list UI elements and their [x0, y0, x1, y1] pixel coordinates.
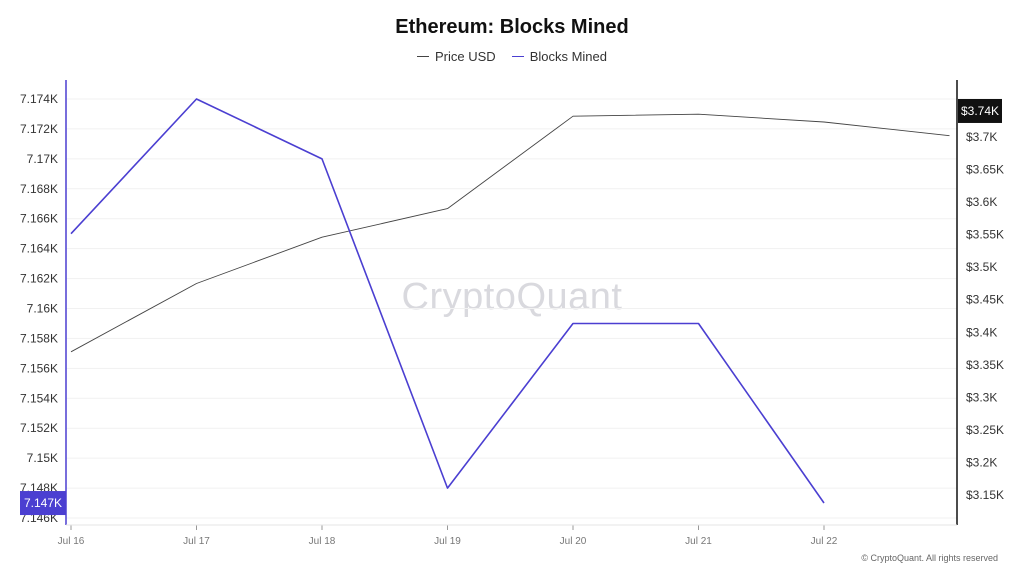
right-tick-label: $3.45K: [966, 293, 1004, 307]
left-tick-label: 7.154K: [20, 391, 58, 405]
left-current-badge-bg: [20, 491, 66, 516]
left-tick-label: 7.156K: [20, 361, 58, 375]
watermark: CryptoQuant: [401, 276, 623, 318]
left-tick-label: 7.174K: [20, 92, 58, 106]
left-tick-label: 7.16K: [27, 302, 58, 316]
left-tick-label: 7.158K: [20, 331, 58, 345]
left-tick-label: 7.162K: [20, 272, 58, 286]
right-tick-label: $3.65K: [966, 163, 1004, 177]
x-tick-label: Jul 18: [309, 536, 336, 547]
axes: [65, 80, 958, 530]
x-tick-label: Jul 17: [183, 536, 210, 547]
right-axis-tick-labels: $3.15K $3.2K $3.25K $3.3K $3.35K $3.4K $3.45K $…: [966, 130, 1004, 502]
legend-swatch-price: [417, 56, 429, 57]
right-current-badge-label: $3.74K: [961, 104, 999, 118]
right-tick-label: $3.6K: [966, 195, 997, 209]
right-tick-label: $3.7K: [966, 130, 997, 144]
right-tick-label: $3.4K: [966, 325, 997, 339]
series-line-price-usd: [70, 113, 950, 353]
right-current-badge-bg: [958, 98, 1002, 123]
left-tick-label: 7.166K: [20, 212, 58, 226]
x-tick-label: Jul 20: [560, 536, 587, 547]
legend-label-blocks: Blocks Mined: [529, 49, 607, 64]
legend-item-price[interactable]: Price USD: [417, 49, 496, 64]
chart-title: Ethereum: Blocks Mined: [395, 16, 629, 38]
right-tick-label: $3.55K: [966, 228, 1004, 242]
x-tick-label: Jul 21: [685, 536, 712, 547]
right-tick-label: $3.15K: [966, 488, 1004, 502]
left-tick-label: 7.15K: [27, 451, 58, 465]
right-tick-label: $3.25K: [966, 423, 1004, 437]
left-tick-label: 7.172K: [20, 122, 58, 136]
right-tick-label: $3.2K: [966, 455, 997, 469]
x-tick-label: Jul 22: [811, 536, 838, 547]
x-tick-label: Jul 19: [434, 536, 461, 547]
right-tick-label: $3.3K: [966, 390, 997, 404]
right-tick-label: $3.5K: [966, 260, 997, 274]
left-axis-tick-labels: 7.146K7.148K7.15K7.152K7.154K7.156K7.158…: [20, 92, 58, 525]
legend-swatch-blocks: [511, 56, 524, 57]
left-tick-label: 7.168K: [20, 182, 58, 196]
series-lines: [70, 98, 950, 504]
legend: Price USD Blocks Mined: [0, 49, 1024, 64]
copyright-notice: © CryptoQuant. All rights reserved: [861, 553, 998, 563]
current-value-badges: 7.147K $3.74K: [20, 98, 1002, 516]
right-tick-label: $3.35K: [966, 358, 1004, 372]
x-tick-label: Jul 16: [58, 536, 85, 547]
left-tick-label: 7.17K: [27, 152, 58, 166]
left-tick-label: 7.164K: [20, 242, 58, 256]
legend-item-blocks[interactable]: Blocks Mined: [511, 49, 607, 64]
legend-label-price: Price USD: [435, 49, 496, 64]
left-current-badge-label: 7.147K: [24, 496, 62, 510]
left-tick-label: 7.152K: [20, 421, 58, 435]
gridlines: [66, 98, 957, 519]
series-line-blocks-mined: [70, 98, 825, 504]
x-axis-tick-labels: Jul 16 Jul 17 Jul 18 Jul 19 Jul 20 Jul 21 Jul …: [58, 536, 838, 547]
